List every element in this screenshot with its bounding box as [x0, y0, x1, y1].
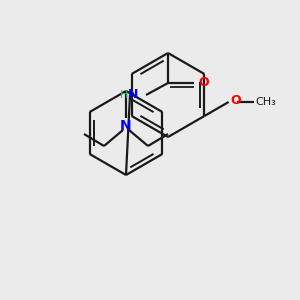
Text: O: O [198, 76, 208, 89]
Text: CH₃: CH₃ [256, 97, 277, 107]
Text: N: N [120, 119, 132, 133]
Text: O: O [231, 94, 241, 107]
Text: N: N [128, 88, 138, 101]
Text: H: H [120, 90, 128, 100]
